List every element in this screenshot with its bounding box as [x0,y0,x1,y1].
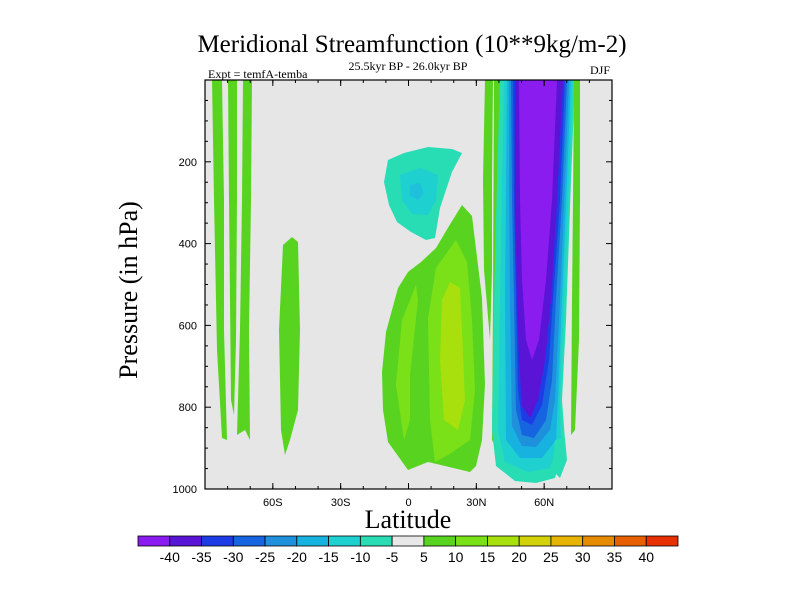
plot-area [204,79,613,490]
colorbar-swatch [423,535,457,547]
colorbar-label: -20 [287,549,307,565]
y-tick-label: 600 [179,320,197,332]
x-tick-label: 30N [466,497,486,509]
colorbar-swatch [582,535,615,547]
x-tick-label: 30S [331,497,351,509]
colorbar-label: -5 [386,549,399,565]
colorbar-label: 20 [511,549,527,565]
contour-tropical-pos-core [440,282,465,430]
colorbar-swatch [359,535,393,547]
colorbar-swatch [232,535,266,547]
x-axis-ticks: 60S 30S 0 30N 60N [227,80,590,509]
contour-nh-neg-5-ridge [552,438,567,478]
colorbar-labels: -40 -35 -30 -25 -20 -15 -10 -5 5 10 15 20 25 30 35 40 [160,549,655,565]
contour-nh-narrow-band-1 [483,80,493,340]
colorbar-swatch [487,535,520,547]
y-tick-label: 200 [179,157,197,169]
experiment-label: Expt = temfA-temba [208,67,308,81]
colorbar-swatch [169,535,202,547]
colorbar-label: 15 [480,549,496,565]
colorbar-label: -25 [255,549,275,565]
x-tick-label: 60S [263,497,283,509]
contour-nh-high-lat-band [571,80,580,435]
contour-upper-neg-spot [410,183,424,200]
contour-nh-neg-40 [519,80,557,360]
colorbar-label: -10 [350,549,370,565]
colorbar-swatch [645,535,679,547]
colorbar-label: 35 [607,549,623,565]
colorbar-swatch [296,535,329,547]
colorbar-swatch [455,535,488,547]
contour-sh-band-2 [228,80,237,415]
colorbar-swatch [614,535,647,547]
colorbar-swatch [201,535,234,547]
colorbar-swatch [328,535,361,547]
colorbar-label: -35 [191,549,211,565]
colorbar-swatch [391,535,425,547]
contour-sh-band-1 [212,80,227,440]
y-tick-label: 800 [179,402,197,414]
colorbar-label: 25 [543,549,559,565]
colorbar-swatch [264,535,298,547]
x-axis-label: Latitude [365,505,452,534]
contour-sh-band-3 [237,80,252,440]
chart-subtitle: 25.5kyr BP - 26.0kyr BP [349,59,468,73]
y-axis-ticks: 200 400 600 800 1000 [173,99,612,496]
colorbar-swatch [518,535,552,547]
y-axis-label: Pressure (in hPa) [114,201,143,379]
colorbar-swatch [550,535,584,547]
season-label: DJF [590,63,610,77]
x-tick-label: 60N [534,497,554,509]
colorbar-label: -30 [223,549,243,565]
colorbar-swatch [137,535,171,547]
colorbar-label: -40 [160,549,180,565]
colorbar-label: 10 [448,549,464,565]
chart-title: Meridional Streamfunction (10**9kg/m-2) [197,31,626,58]
colorbar [137,535,679,547]
contour-sh-midlat-band [279,237,300,455]
x-tick-label: 0 [405,497,411,509]
colorbar-label: 5 [420,549,428,565]
colorbar-label: 40 [638,549,654,565]
colorbar-label: 30 [575,549,591,565]
y-tick-label: 1000 [173,484,197,496]
y-tick-label: 400 [179,239,197,251]
colorbar-label: -15 [318,549,338,565]
